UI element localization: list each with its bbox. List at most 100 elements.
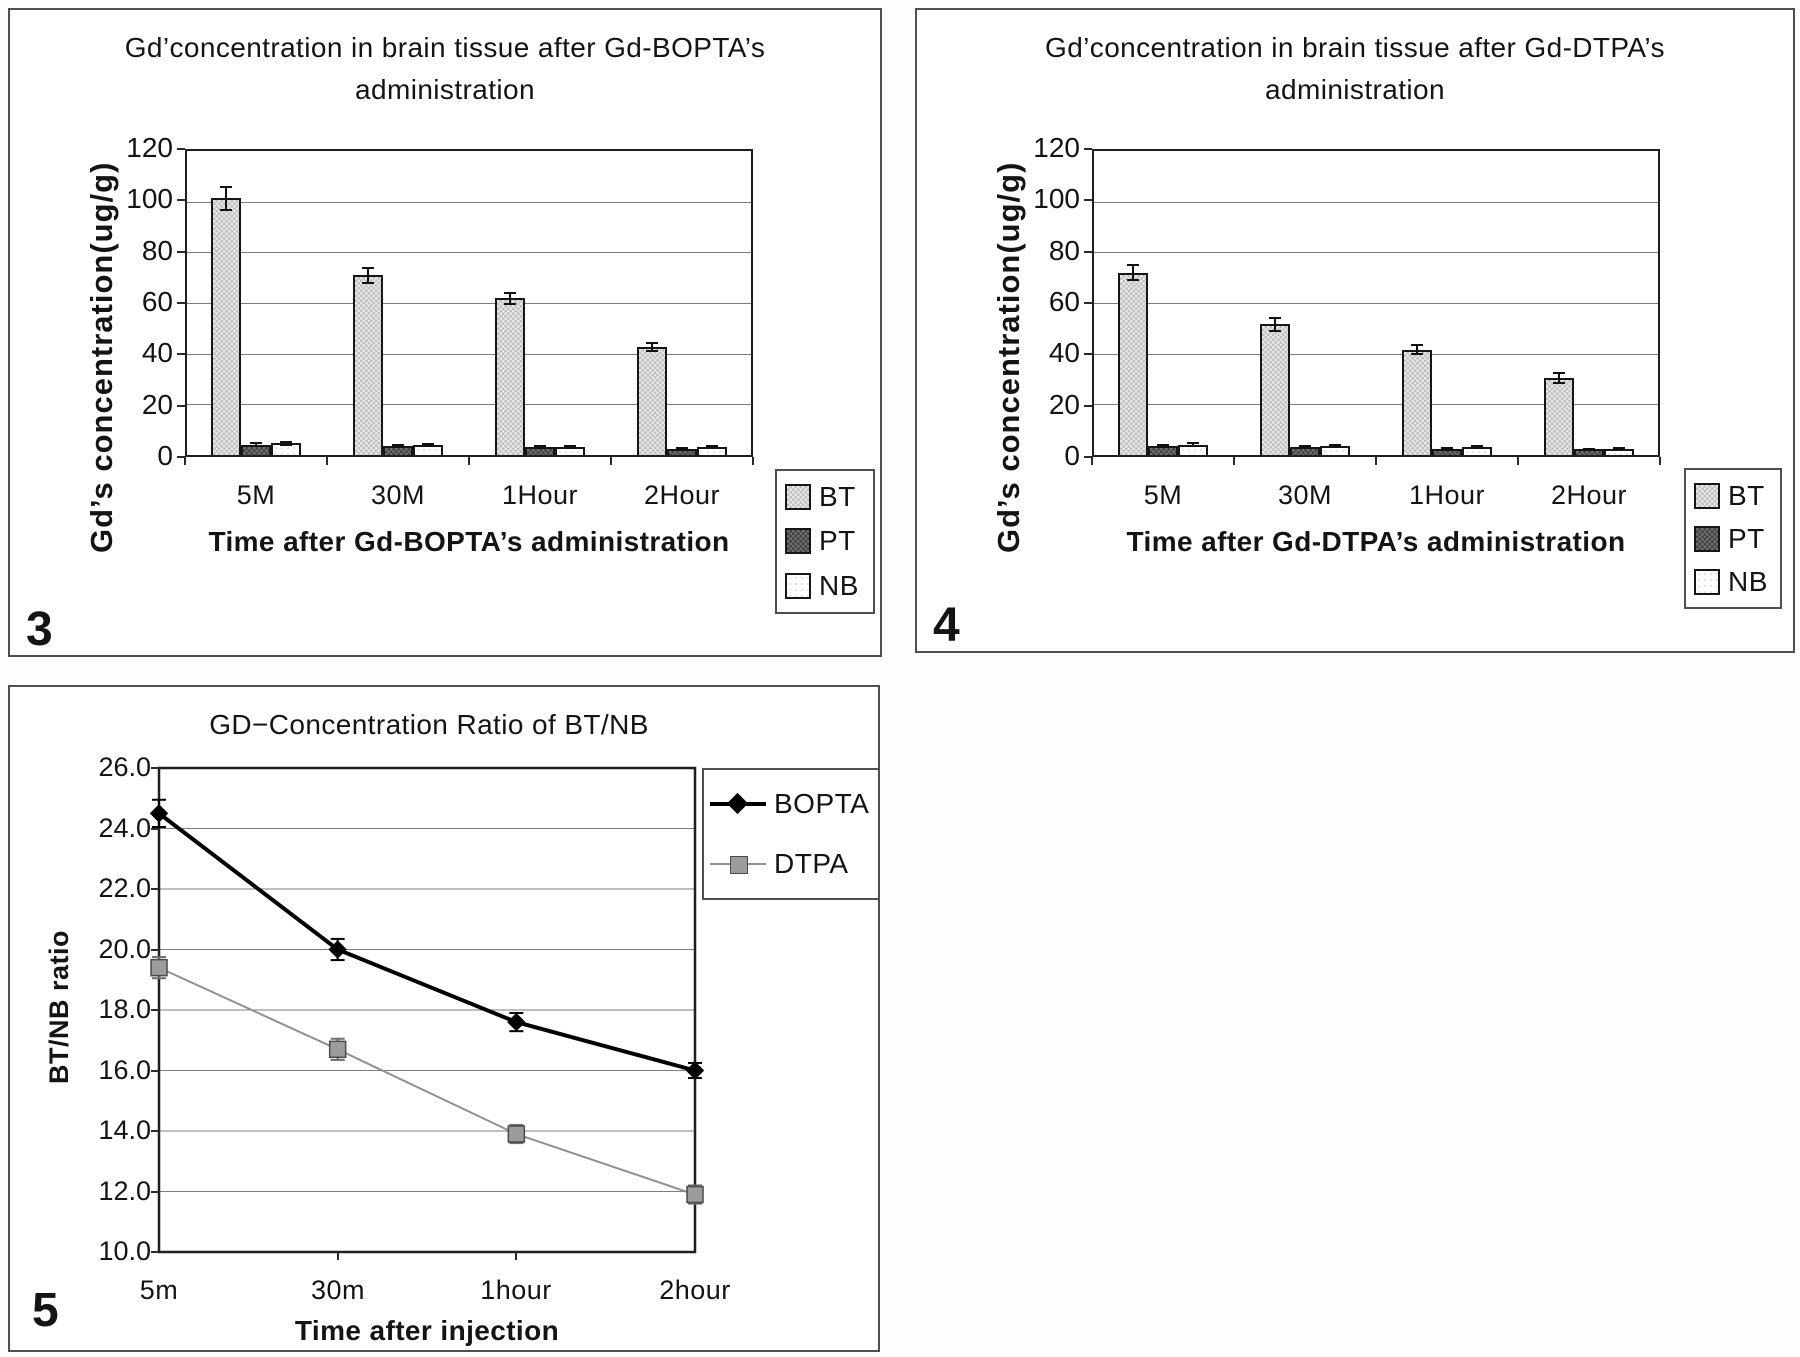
y-tick-mark bbox=[1084, 353, 1092, 355]
legend-label-NB: NB bbox=[1728, 565, 1768, 597]
bar-BT-2Hour bbox=[1544, 378, 1574, 455]
y-tick-mark bbox=[151, 888, 159, 890]
gridline-20 bbox=[187, 404, 751, 405]
x-tick-label-1hour: 1hour bbox=[480, 1275, 552, 1305]
x-tick-label-5M: 5M bbox=[1143, 480, 1183, 510]
figure-3-plot-area bbox=[185, 149, 753, 457]
error-cap-top-BT-1Hour bbox=[1411, 344, 1423, 346]
y-tick-mark bbox=[177, 456, 185, 458]
figure-5-legend: BOPTA DTPA bbox=[702, 768, 880, 900]
x-tick-mark bbox=[468, 457, 470, 465]
y-tick-mark bbox=[1084, 199, 1092, 201]
legend-entry-BT: BT bbox=[785, 481, 865, 513]
legend-marker-BOPTA bbox=[710, 792, 766, 815]
figure-4-x-axis-label: Time after Gd-DTPA’s administration bbox=[1126, 526, 1626, 557]
y-tick-mark bbox=[151, 1251, 159, 1253]
y-tick-label-20: 20 bbox=[141, 389, 173, 420]
bar-BT-1Hour bbox=[1402, 350, 1432, 455]
error-cap-top-NB-30M bbox=[422, 443, 434, 445]
y-tick-mark bbox=[1084, 456, 1092, 458]
error-cap-top-NB-2Hour bbox=[706, 445, 718, 447]
error-line-BT-1Hour bbox=[1416, 345, 1418, 354]
y-tick-mark bbox=[1084, 148, 1092, 150]
error-cap-bottom-PT-30M bbox=[392, 446, 404, 448]
y-tick-label-0: 0 bbox=[157, 440, 173, 471]
y-tick-mark bbox=[151, 949, 159, 951]
figure-5-x-axis-label: Time after injection bbox=[294, 1315, 560, 1346]
error-cap-bottom-NB-2Hour bbox=[1613, 448, 1625, 450]
error-cap-top-NB-1Hour bbox=[564, 445, 576, 447]
x-tick-label-2hour: 2hour bbox=[659, 1275, 731, 1305]
error-cap-top-PT-30M bbox=[1299, 445, 1311, 447]
figure-3-title-line1: Gd’concentration in brain tissue after G… bbox=[124, 32, 766, 63]
error-cap-bottom-NB-1Hour bbox=[1471, 447, 1483, 449]
error-cap-bottom-PT-1Hour bbox=[1441, 449, 1453, 451]
legend-swatch-NB bbox=[785, 572, 811, 599]
y-tick-label-100: 100 bbox=[1033, 183, 1080, 214]
x-tick-mark bbox=[1517, 457, 1519, 465]
y-tick-mark bbox=[177, 148, 185, 150]
y-tick-label-120: 120 bbox=[1033, 132, 1080, 163]
plot-border bbox=[157, 766, 697, 1254]
error-cap-top-PT-1Hour bbox=[1441, 447, 1453, 449]
point-DTPA-2hour bbox=[686, 1185, 704, 1204]
x-tick-mark bbox=[515, 1252, 517, 1260]
error-cap-bottom-BT-1Hour bbox=[1411, 353, 1423, 355]
figure-3-title-line2: administration bbox=[355, 74, 535, 105]
figure-4: Gd’concentration in brain tissue after G… bbox=[915, 8, 1795, 653]
y-tick-mark bbox=[151, 1009, 159, 1011]
error-cap-bottom-BT-30M bbox=[362, 282, 374, 284]
y-tick-mark bbox=[151, 828, 159, 830]
y-tick-label-20: 20 bbox=[1048, 389, 1080, 420]
legend-swatch-BT bbox=[785, 484, 811, 511]
x-tick-label-1Hour: 1Hour bbox=[1408, 480, 1486, 510]
y-tick-mark bbox=[151, 1130, 159, 1132]
point-DTPA-1hour bbox=[507, 1125, 526, 1143]
legend-label-PT: PT bbox=[819, 525, 856, 557]
diamond-icon bbox=[726, 792, 749, 815]
error-cap-bottom-PT-30M bbox=[1299, 447, 1311, 449]
gridline-100 bbox=[1094, 202, 1658, 203]
error-line-BT-5M bbox=[225, 187, 227, 210]
error-cap-bottom-PT-5M bbox=[1157, 446, 1169, 448]
y-tick-label-26.0: 26.0 bbox=[98, 752, 151, 782]
error-cap-bottom-NB-5M bbox=[1187, 445, 1199, 447]
error-cap-bottom-BT-1Hour bbox=[504, 303, 516, 305]
x-tick-label-5M: 5M bbox=[236, 480, 276, 510]
x-tick-label-30M: 30M bbox=[1277, 480, 1333, 510]
x-tick-mark bbox=[610, 457, 612, 465]
error-line-BT-2Hour bbox=[651, 343, 653, 351]
error-cap-top-BT-30M bbox=[362, 267, 374, 269]
error-line-BT-30M bbox=[367, 268, 369, 282]
y-tick-label-22.0: 22.0 bbox=[98, 873, 151, 903]
error-cap-bottom-PT-5M bbox=[250, 445, 262, 447]
figure-5-title: GD−Concentration Ratio of BT/NB bbox=[209, 709, 649, 740]
y-tick-label-40: 40 bbox=[1048, 337, 1080, 368]
y-tick-mark bbox=[1084, 302, 1092, 304]
y-tick-mark bbox=[177, 302, 185, 304]
error-cap-top-NB-5M bbox=[1187, 442, 1199, 444]
point-BOPTA-30m bbox=[328, 940, 347, 959]
legend-label-BT: BT bbox=[1728, 479, 1765, 511]
y-tick-label-0: 0 bbox=[1064, 440, 1080, 471]
figure-5-plot-area bbox=[149, 766, 705, 1254]
gridline-80 bbox=[1094, 252, 1658, 253]
y-tick-label-60: 60 bbox=[141, 286, 173, 317]
y-tick-mark bbox=[177, 353, 185, 355]
y-tick-label-14.0: 14.0 bbox=[98, 1115, 151, 1145]
error-cap-bottom-PT-2Hour bbox=[1583, 449, 1595, 451]
y-tick-mark bbox=[177, 199, 185, 201]
error-cap-bottom-PT-2Hour bbox=[676, 449, 688, 451]
legend-swatch-BT bbox=[1694, 482, 1720, 509]
gridline-100 bbox=[187, 202, 751, 203]
y-tick-mark bbox=[1084, 251, 1092, 253]
legend-entry-BT: BT bbox=[1694, 480, 1772, 512]
y-tick-label-80: 80 bbox=[141, 235, 173, 266]
point-BOPTA-2hour bbox=[685, 1061, 705, 1080]
figure-5: GD−Concentration Ratio of BT/NB BT/NB ra… bbox=[8, 685, 880, 1352]
error-cap-top-NB-1Hour bbox=[1471, 445, 1483, 447]
error-cap-top-PT-30M bbox=[392, 444, 404, 446]
series-line-DTPA bbox=[158, 966, 696, 1196]
point-DTPA-5m bbox=[150, 958, 168, 977]
figure-4-legend: BT PT NB bbox=[1684, 468, 1782, 609]
